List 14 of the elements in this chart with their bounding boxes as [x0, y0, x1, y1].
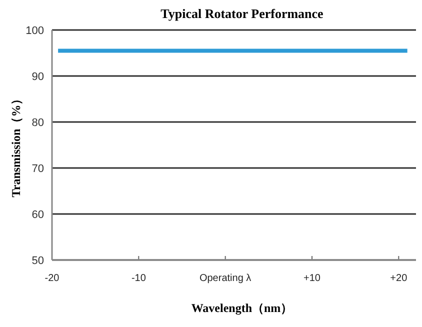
x-tick-label: +10: [304, 273, 321, 284]
y-tick-label: 50: [32, 255, 44, 267]
y-tick-label: 60: [32, 209, 44, 221]
y-tick-label: 90: [32, 71, 44, 83]
x-tick-label: -20: [44, 273, 60, 284]
y-tick-label: 80: [32, 117, 44, 129]
x-tick-label: Operating λ: [199, 273, 252, 284]
x-tick-label: +20: [390, 273, 408, 284]
y-axis-title: Transmission（%）: [9, 92, 23, 198]
y-tick-label: 100: [26, 25, 44, 37]
y-tick-label: 70: [32, 163, 44, 175]
x-axis-title: Wavelength（nm）: [191, 301, 293, 315]
x-tick-label: -10: [131, 273, 146, 284]
chart-title: Typical Rotator Performance: [160, 6, 324, 21]
